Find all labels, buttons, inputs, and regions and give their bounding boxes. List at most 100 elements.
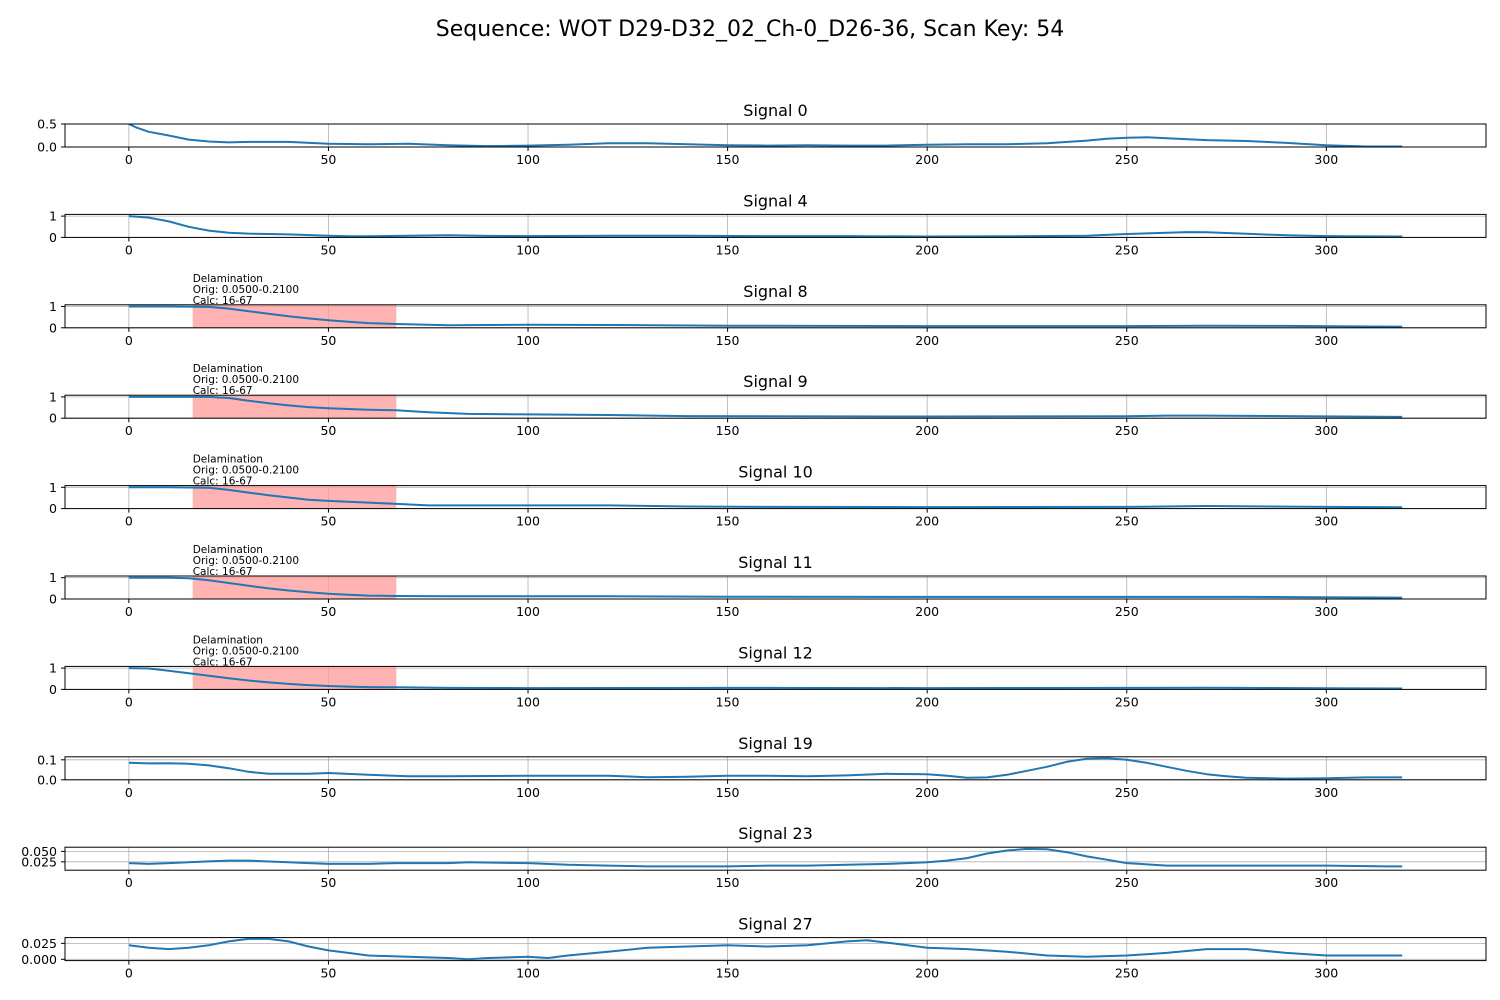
x-tick-label: 200 [915,242,939,257]
subplot-title: Signal 8 [743,282,807,301]
x-tick-label: 50 [320,423,336,438]
x-tick-label: 250 [1115,604,1139,619]
x-tick-label: 0 [125,333,133,348]
annotation-orig: Orig: 0.0500-0.2100 [193,555,299,567]
annotation-label: Delamination [193,363,263,375]
y-tick-label: 1 [49,570,57,585]
x-tick-label: 100 [516,604,540,619]
axes-frame [64,665,1487,690]
x-tick-label: 200 [915,514,939,529]
y-tick-label: 0.5 [37,117,57,132]
x-tick-label: 100 [516,694,540,709]
delamination-span [192,576,397,599]
x-tick-label: 100 [516,242,540,257]
subplot-title: Signal 9 [743,372,807,391]
x-tick-label: 250 [1115,514,1139,529]
delamination-span [192,666,397,690]
x-tick-label: 0 [125,423,133,438]
x-tick-label: 50 [320,333,336,348]
x-tick-label: 0 [125,242,133,257]
series-line [128,486,1403,509]
y-tick-label: 0.0 [37,772,57,787]
axes-frame [64,846,1487,871]
x-tick-label: 150 [716,966,740,981]
subplot-title: Signal 4 [743,191,807,210]
x-tick-label: 200 [915,785,939,800]
y-tick-label: 0 [49,411,57,426]
subplot-title: Signal 0 [743,101,807,120]
subplot-1: 0 50 100 150 200 250 300 0 1 Signal 4 [49,191,1487,257]
x-tick-label: 250 [1115,152,1139,167]
y-tick-label: 0 [49,230,57,245]
x-tick-label: 300 [1314,604,1338,619]
x-tick-label: 150 [716,694,740,709]
x-tick-label: 200 [915,423,939,438]
annotation-calc: Calc: 16-67 [193,656,253,668]
series-line [128,667,1403,690]
x-tick-label: 300 [1314,423,1338,438]
y-tick-label: 1 [49,299,57,314]
y-tick-label: 0.000 [21,952,57,967]
axes-frame [64,485,1487,510]
x-tick-label: 0 [125,514,133,529]
annotation-label: Delamination [193,454,263,466]
x-tick-label: 200 [915,604,939,619]
x-tick-label: 150 [716,152,740,167]
figure-title: Sequence: WOT D29-D32_02_Ch-0_D26-36, Sc… [436,17,1064,42]
x-tick-label: 0 [125,152,133,167]
x-tick-label: 50 [320,152,336,167]
x-tick-label: 200 [915,694,939,709]
axes-frame [64,213,1487,238]
subplot-title: Signal 10 [738,463,813,482]
x-tick-label: 150 [716,242,740,257]
annotation-label: Delamination [193,544,263,556]
x-tick-label: 200 [915,966,939,981]
annotation-orig: Orig: 0.0500-0.2100 [193,284,299,296]
x-tick-label: 0 [125,785,133,800]
annotation-calc: Calc: 16-67 [193,385,253,397]
series-line [128,576,1403,599]
series-line [128,937,1403,961]
x-tick-label: 300 [1314,875,1338,890]
x-tick-label: 250 [1115,423,1139,438]
x-tick-label: 300 [1314,785,1338,800]
subplot-title: Signal 23 [738,824,813,843]
y-tick-label: 1 [49,480,57,495]
x-tick-label: 150 [716,604,740,619]
y-tick-label: 1 [49,661,57,676]
x-tick-label: 50 [320,604,336,619]
subplot-0: 0 50 100 150 200 250 300 0.0 0.5 Signal 0 [37,101,1487,167]
x-tick-label: 250 [1115,333,1139,348]
x-tick-label: 300 [1314,333,1338,348]
x-tick-label: 50 [320,514,336,529]
y-tick-label: 0 [49,320,57,335]
y-tick-label: 0 [49,501,57,516]
axes-frame [64,123,1487,148]
annotation-calc: Calc: 16-67 [193,566,253,578]
x-tick-label: 300 [1314,694,1338,709]
x-tick-label: 0 [125,875,133,890]
x-tick-label: 0 [125,604,133,619]
x-tick-label: 250 [1115,966,1139,981]
x-tick-label: 100 [516,785,540,800]
annotation-orig: Orig: 0.0500-0.2100 [193,645,299,657]
subplot-title: Signal 11 [738,553,813,572]
axes-frame [64,394,1487,419]
x-tick-label: 200 [915,875,939,890]
x-tick-label: 150 [716,423,740,438]
x-tick-label: 100 [516,514,540,529]
y-tick-label: 0 [49,682,57,697]
axes-frame [64,575,1487,600]
y-tick-label: 0.0 [37,140,57,155]
annotation-label: Delamination [193,273,263,285]
y-tick-label: 0.025 [21,936,57,951]
y-tick-label: 0.050 [21,844,57,859]
series-line [128,395,1403,418]
annotation-label: Delamination [193,634,263,646]
series-line [128,124,1403,147]
x-tick-label: 250 [1115,242,1139,257]
